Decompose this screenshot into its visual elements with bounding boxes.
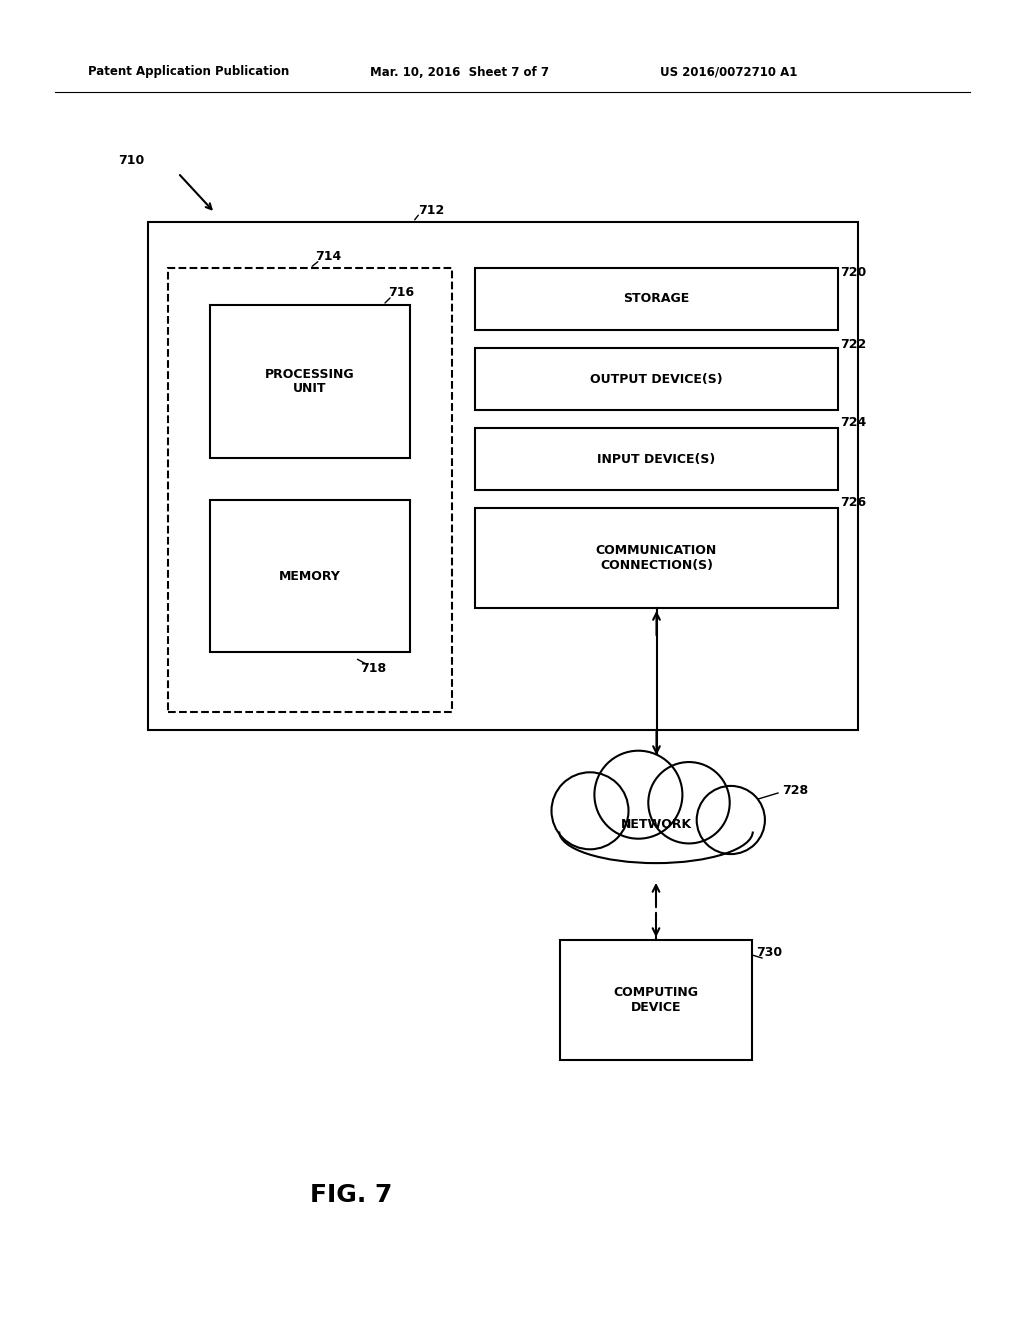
Bar [475, 428, 838, 490]
Text: 714: 714 [315, 251, 341, 264]
Text: COMMUNICATION
CONNECTION(S): COMMUNICATION CONNECTION(S) [596, 544, 717, 572]
Text: 716: 716 [388, 286, 414, 300]
Text: 724: 724 [840, 417, 866, 429]
Circle shape [696, 785, 765, 854]
Text: 730: 730 [756, 945, 782, 958]
Text: NETWORK: NETWORK [621, 818, 691, 832]
Text: 720: 720 [840, 265, 866, 279]
Text: 728: 728 [782, 784, 808, 796]
Bar [210, 500, 410, 652]
Text: PROCESSING
UNIT: PROCESSING UNIT [265, 367, 354, 396]
Bar [475, 268, 838, 330]
Text: COMPUTING
DEVICE: COMPUTING DEVICE [613, 986, 698, 1014]
Bar [560, 940, 752, 1060]
Ellipse shape [559, 800, 753, 863]
Text: INPUT DEVICE(S): INPUT DEVICE(S) [597, 453, 716, 466]
Text: Patent Application Publication: Patent Application Publication [88, 66, 289, 78]
Text: US 2016/0072710 A1: US 2016/0072710 A1 [660, 66, 798, 78]
Text: Mar. 10, 2016  Sheet 7 of 7: Mar. 10, 2016 Sheet 7 of 7 [370, 66, 549, 78]
Text: OUTPUT DEVICE(S): OUTPUT DEVICE(S) [590, 372, 723, 385]
Circle shape [552, 772, 629, 849]
Circle shape [648, 762, 730, 843]
Bar [475, 348, 838, 411]
Bar [475, 508, 838, 609]
Text: 710: 710 [118, 153, 144, 166]
Text: FIG. 7: FIG. 7 [310, 1183, 392, 1206]
Text: 712: 712 [418, 203, 444, 216]
Circle shape [594, 751, 682, 838]
Text: MEMORY: MEMORY [280, 569, 341, 582]
Text: 726: 726 [840, 496, 866, 510]
Text: STORAGE: STORAGE [624, 293, 689, 305]
Text: 718: 718 [360, 661, 386, 675]
Wedge shape [558, 832, 754, 929]
Bar [148, 222, 858, 730]
Bar [168, 268, 452, 711]
Text: 722: 722 [840, 338, 866, 351]
Bar [210, 305, 410, 458]
